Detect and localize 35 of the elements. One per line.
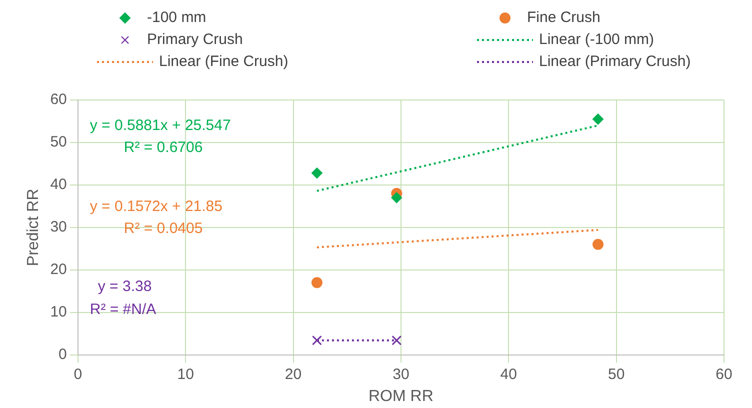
x-tick-label: 0 (74, 366, 82, 383)
x-tick-label: 60 (716, 366, 732, 383)
y-tick-label: 0 (58, 346, 67, 363)
legend-label: Primary Crush (147, 31, 243, 48)
legend-label: Linear (Primary Crush) (539, 53, 691, 70)
annotation: y = 0.1572x + 21.85 (90, 198, 222, 216)
annotation: R² = #N/A (90, 301, 156, 318)
annotation: R² = 0.6706 (124, 139, 203, 156)
legend-label: Linear (-100 mm) (539, 31, 654, 48)
annotation: R² = 0.0405 (124, 220, 203, 238)
annotation: y = 3.38 (98, 278, 152, 296)
y-tick-label: 40 (50, 176, 67, 194)
point (392, 335, 402, 346)
point (391, 192, 402, 204)
point (592, 114, 604, 125)
x-tick-label: 10 (177, 366, 194, 383)
point (311, 168, 322, 179)
y-tick-label: 30 (50, 218, 67, 236)
x-axis-title: ROM RR (368, 388, 434, 405)
point (311, 277, 322, 288)
x-tick-label: 30 (392, 366, 410, 383)
x-tick-label: 20 (284, 366, 302, 383)
x-tick-label: 50 (608, 366, 625, 383)
y-axis-title: Predict RR (25, 188, 42, 266)
legend-label: Linear (Fine Crush) (159, 53, 288, 70)
y-tick-label: 10 (50, 303, 67, 320)
annotation: y = 0.5881x + 25.547 (90, 117, 231, 134)
y-tick-label: 50 (50, 134, 67, 151)
point (592, 238, 604, 250)
y-tick-label: 20 (50, 261, 67, 278)
legend-label: Fine Crush (527, 9, 600, 26)
point (312, 335, 322, 346)
x-tick-label: 40 (500, 366, 517, 383)
legend-label: -100 mm (147, 9, 206, 26)
y-tick-label: 60 (50, 91, 67, 108)
